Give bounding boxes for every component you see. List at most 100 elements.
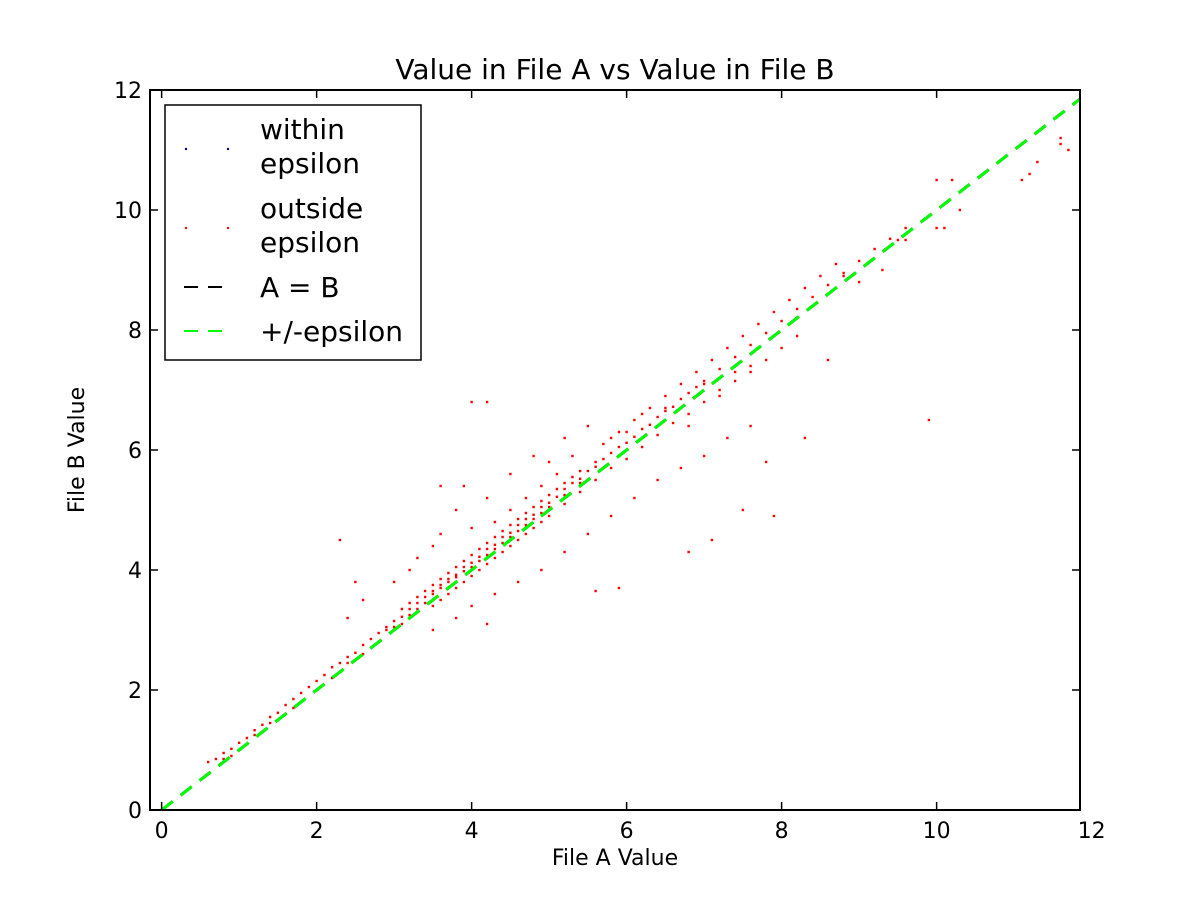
data-point bbox=[439, 532, 442, 536]
data-point bbox=[346, 616, 349, 620]
data-point bbox=[586, 532, 590, 536]
lines-layer bbox=[160, 97, 1081, 812]
data-point bbox=[292, 697, 295, 701]
data-point bbox=[656, 478, 659, 482]
y-tick-label: 12 bbox=[114, 79, 142, 104]
data-point bbox=[214, 757, 218, 761]
data-point bbox=[695, 370, 698, 374]
data-point bbox=[268, 721, 272, 725]
data-point bbox=[609, 466, 613, 470]
legend-box bbox=[164, 104, 422, 361]
data-point bbox=[454, 616, 458, 620]
data-point bbox=[571, 481, 574, 485]
data-point bbox=[718, 388, 721, 392]
data-point bbox=[346, 655, 349, 659]
data-point bbox=[222, 757, 225, 761]
legend-label: +/-epsilon bbox=[260, 315, 403, 348]
data-point bbox=[687, 391, 690, 395]
data-point bbox=[462, 580, 466, 584]
data-point bbox=[439, 577, 442, 581]
data-point bbox=[447, 580, 450, 584]
data-point bbox=[540, 511, 543, 515]
data-point bbox=[315, 679, 318, 683]
data-point bbox=[772, 310, 776, 314]
data-point bbox=[741, 508, 745, 512]
data-point bbox=[222, 751, 225, 755]
data-point bbox=[578, 490, 582, 494]
data-point bbox=[524, 523, 528, 527]
data-point bbox=[803, 286, 807, 290]
data-point bbox=[718, 367, 721, 371]
data-point bbox=[454, 565, 458, 569]
data-point bbox=[392, 580, 396, 584]
data-point bbox=[772, 514, 776, 518]
data-point bbox=[400, 607, 404, 611]
data-point bbox=[454, 586, 458, 590]
data-point bbox=[710, 538, 714, 542]
data-point bbox=[958, 208, 962, 212]
data-point bbox=[1059, 136, 1062, 140]
y-tick-label: 8 bbox=[128, 319, 142, 344]
data-point bbox=[361, 643, 365, 647]
data-point bbox=[400, 615, 404, 618]
data-point bbox=[834, 262, 838, 266]
y-tick-label: 10 bbox=[114, 199, 142, 224]
data-point bbox=[516, 529, 520, 533]
data-point bbox=[470, 604, 473, 608]
data-point bbox=[749, 343, 752, 347]
data-point bbox=[524, 511, 528, 515]
x-axis: 0 2 4 6 8 10 12 bbox=[155, 90, 1106, 844]
data-point bbox=[416, 595, 419, 599]
data-point bbox=[904, 226, 907, 230]
data-point bbox=[532, 505, 535, 509]
data-point bbox=[695, 385, 698, 389]
data-point bbox=[648, 423, 652, 426]
data-point bbox=[563, 436, 566, 440]
data-point bbox=[516, 580, 520, 584]
data-point bbox=[423, 589, 427, 593]
data-point bbox=[656, 433, 659, 437]
legend: within epsilon outside epsilon A = B +/-… bbox=[164, 104, 422, 361]
legend-item-outside-epsilon: outside epsilon bbox=[184, 192, 363, 259]
data-point bbox=[617, 586, 621, 590]
data-point bbox=[873, 247, 876, 251]
data-point bbox=[245, 736, 249, 740]
data-point bbox=[385, 628, 388, 632]
data-point bbox=[679, 397, 683, 401]
data-point bbox=[749, 364, 752, 368]
data-point bbox=[563, 493, 566, 497]
data-point bbox=[416, 556, 419, 560]
data-point bbox=[633, 496, 636, 500]
data-point bbox=[361, 652, 365, 656]
data-point bbox=[888, 237, 892, 240]
data-point bbox=[509, 508, 512, 512]
data-point bbox=[571, 475, 574, 479]
data-point bbox=[540, 520, 543, 524]
data-point bbox=[578, 481, 582, 485]
data-point bbox=[392, 625, 396, 629]
y-tick-label: 4 bbox=[128, 559, 142, 584]
data-point bbox=[563, 481, 566, 485]
data-point bbox=[764, 331, 768, 335]
data-point bbox=[602, 457, 605, 461]
data-point bbox=[540, 505, 543, 509]
data-point bbox=[462, 565, 466, 569]
data-point bbox=[439, 583, 442, 587]
data-point bbox=[702, 379, 706, 383]
data-point bbox=[625, 430, 628, 434]
data-point bbox=[656, 415, 659, 419]
data-point bbox=[439, 484, 442, 488]
data-point bbox=[408, 601, 411, 605]
data-point bbox=[408, 568, 411, 572]
data-point bbox=[563, 502, 566, 506]
data-point bbox=[664, 406, 667, 410]
legend-label: within epsilon bbox=[260, 113, 360, 180]
reference-line bbox=[160, 97, 1081, 812]
data-point bbox=[516, 517, 520, 521]
data-point bbox=[509, 535, 512, 539]
data-point bbox=[1059, 142, 1062, 146]
data-point bbox=[950, 178, 954, 182]
data-point bbox=[292, 706, 295, 710]
data-point bbox=[237, 741, 241, 744]
data-point bbox=[454, 573, 458, 576]
